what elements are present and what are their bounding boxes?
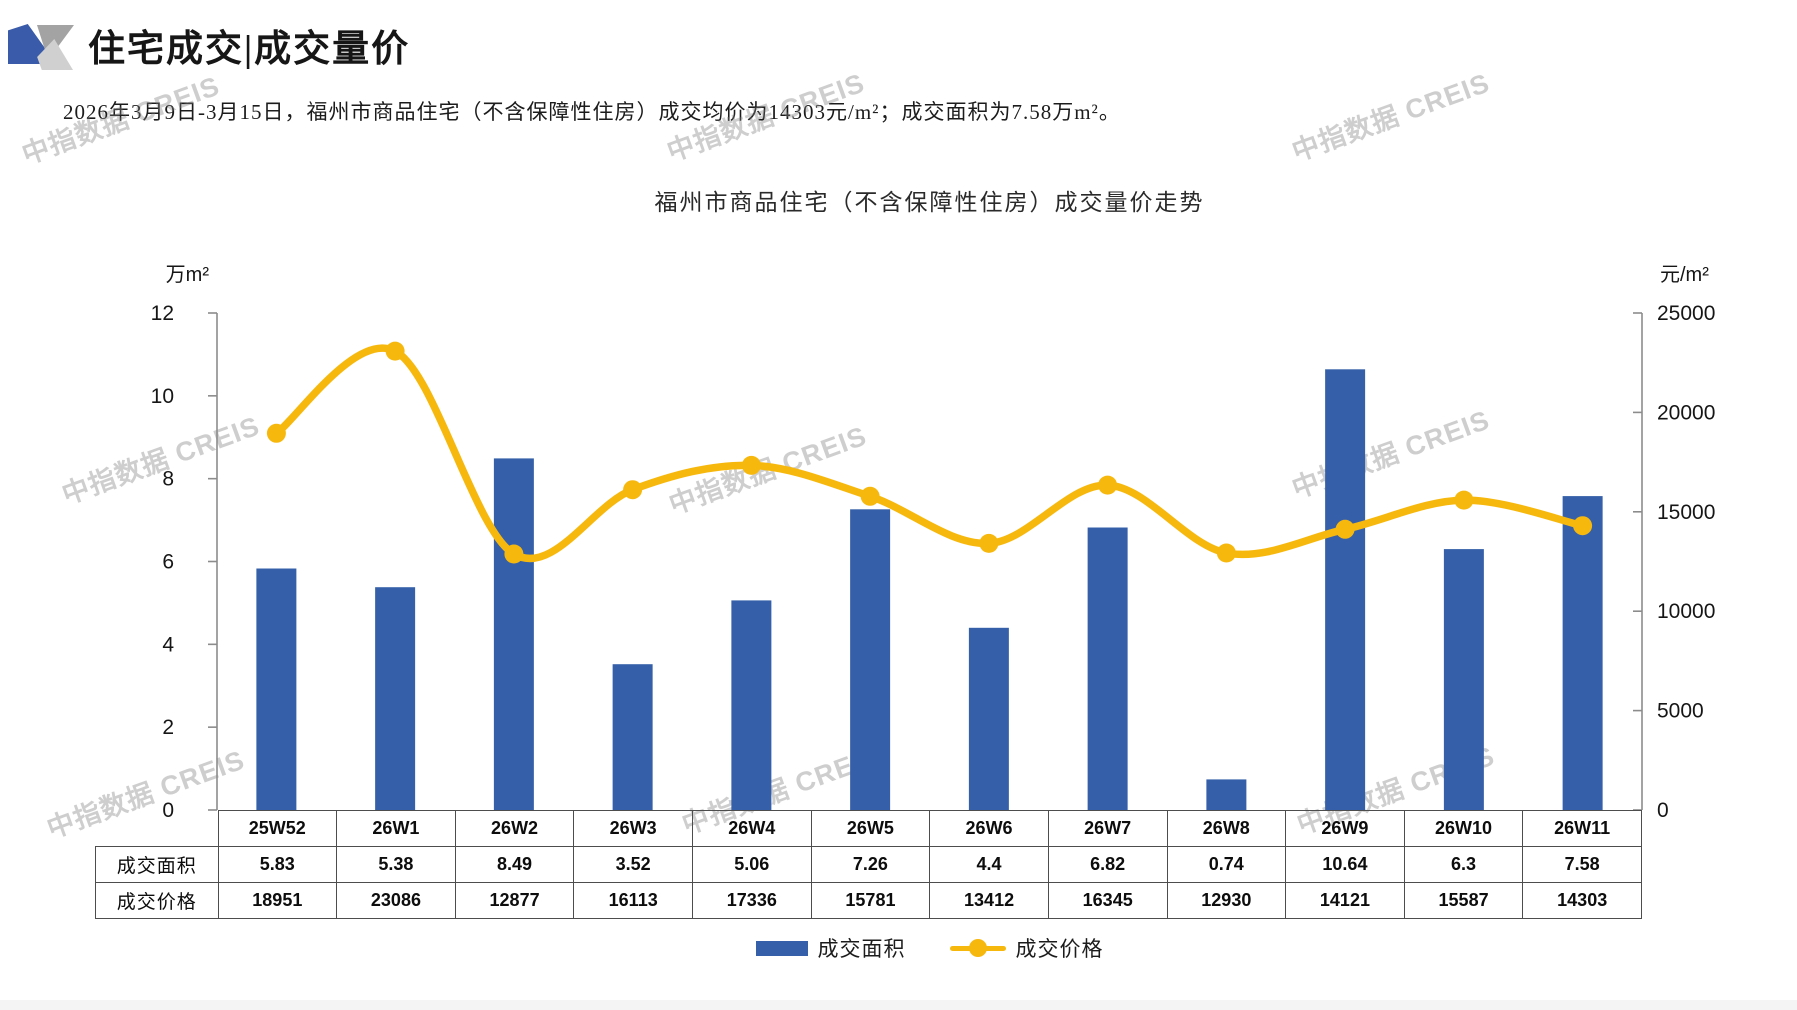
price-value-cell: 16345 — [1047, 882, 1168, 919]
category-cell: 25W52 — [217, 810, 338, 847]
price-value-cell: 15781 — [810, 882, 931, 919]
brand-logo — [8, 14, 80, 70]
svg-text:0: 0 — [162, 799, 174, 822]
svg-text:2: 2 — [162, 716, 174, 739]
legend: 成交面积 成交价格 — [217, 931, 1642, 965]
area-value-cell: 7.58 — [1522, 846, 1642, 883]
line-swatch-icon — [949, 939, 1006, 957]
price-value-cell: 14303 — [1522, 882, 1642, 919]
category-cell: 26W10 — [1403, 810, 1524, 847]
category-cell: 26W7 — [1047, 810, 1168, 847]
page-edge — [0, 1000, 1797, 1010]
chart-data-table: 25W52 26W1 26W2 26W3 26W4 26W5 26W6 26W7 26W8 26W… — [95, 810, 1642, 919]
table-corner-cell — [96, 811, 219, 847]
price-value-cell: 12877 — [454, 882, 575, 919]
legend-label: 成交价格 — [1015, 937, 1104, 961]
page-title: 住宅成交|成交量价 — [88, 29, 411, 70]
category-cell: 26W11 — [1522, 810, 1642, 847]
legend-label: 成交面积 — [817, 937, 906, 961]
price-value-cell: 12930 — [1166, 882, 1287, 919]
bar-swatch-icon — [755, 940, 808, 956]
area-value-cell: 3.52 — [573, 846, 693, 883]
category-cell: 26W9 — [1285, 810, 1405, 847]
area-value-cell: 6.3 — [1403, 846, 1524, 883]
category-cell: 26W5 — [810, 810, 931, 847]
price-value-cell: 23086 — [336, 882, 456, 919]
legend-item-area: 成交面积 — [755, 933, 906, 963]
svg-text:6: 6 — [162, 551, 174, 574]
area-value-cell: 0.74 — [1166, 846, 1287, 883]
chart-title: 福州市商品住宅（不含保障性住房）成交量价走势 — [654, 190, 1205, 215]
area-value-cell: 8.49 — [454, 846, 575, 883]
svg-text:4: 4 — [162, 633, 174, 656]
price-value-cell: 18951 — [217, 882, 338, 919]
area-value-cell: 5.83 — [217, 846, 338, 883]
row-label-area: 成交面积 — [95, 846, 219, 883]
area-value-cell: 6.82 — [1047, 846, 1168, 883]
price-value-cell: 16113 — [573, 882, 693, 919]
category-cell: 26W2 — [454, 810, 575, 847]
area-value-cell: 7.26 — [810, 846, 931, 883]
svg-text:25000: 25000 — [1657, 302, 1715, 325]
svg-text:8: 8 — [162, 468, 174, 491]
svg-text:20000: 20000 — [1657, 401, 1715, 424]
category-cell: 26W6 — [929, 810, 1049, 847]
area-value-cell: 5.06 — [692, 846, 812, 883]
svg-text:15000: 15000 — [1657, 501, 1715, 524]
table-row: 成交价格 18951 23086 12877 16113 17336 15781 13412… — [95, 882, 1642, 919]
row-label-price: 成交价格 — [95, 882, 219, 919]
svg-text:12: 12 — [151, 302, 174, 325]
svg-text:元/m²: 元/m² — [1660, 264, 1709, 286]
price-value-cell: 13412 — [929, 882, 1049, 919]
table-row: 25W52 26W1 26W2 26W3 26W4 26W5 26W6 26W7 26W8 26W… — [96, 810, 1642, 847]
category-cell: 26W4 — [692, 810, 812, 847]
svg-text:10000: 10000 — [1657, 600, 1715, 623]
category-cell: 26W8 — [1166, 810, 1287, 847]
area-value-cell: 5.38 — [336, 846, 456, 883]
svg-text:5000: 5000 — [1657, 700, 1704, 723]
table-row: 成交面积 5.83 5.38 8.49 3.52 5.06 7.26 4.4 6.82 0.74… — [95, 846, 1642, 883]
svg-text:万m²: 万m² — [166, 264, 210, 286]
category-cell: 26W1 — [336, 810, 456, 847]
price-value-cell: 14121 — [1285, 882, 1405, 919]
svg-text:10: 10 — [151, 385, 174, 408]
summary-text: 2026年3月9日-3月15日，福州市商品住宅（不含保障性住房）成交均价为143… — [63, 100, 1121, 124]
area-value-cell: 10.64 — [1285, 846, 1405, 883]
svg-text:0: 0 — [1657, 799, 1669, 822]
category-cell: 26W3 — [573, 810, 693, 847]
price-value-cell: 17336 — [692, 882, 812, 919]
area-value-cell: 4.4 — [929, 846, 1049, 883]
legend-item-price: 成交价格 — [949, 933, 1104, 963]
price-value-cell: 15587 — [1403, 882, 1524, 919]
